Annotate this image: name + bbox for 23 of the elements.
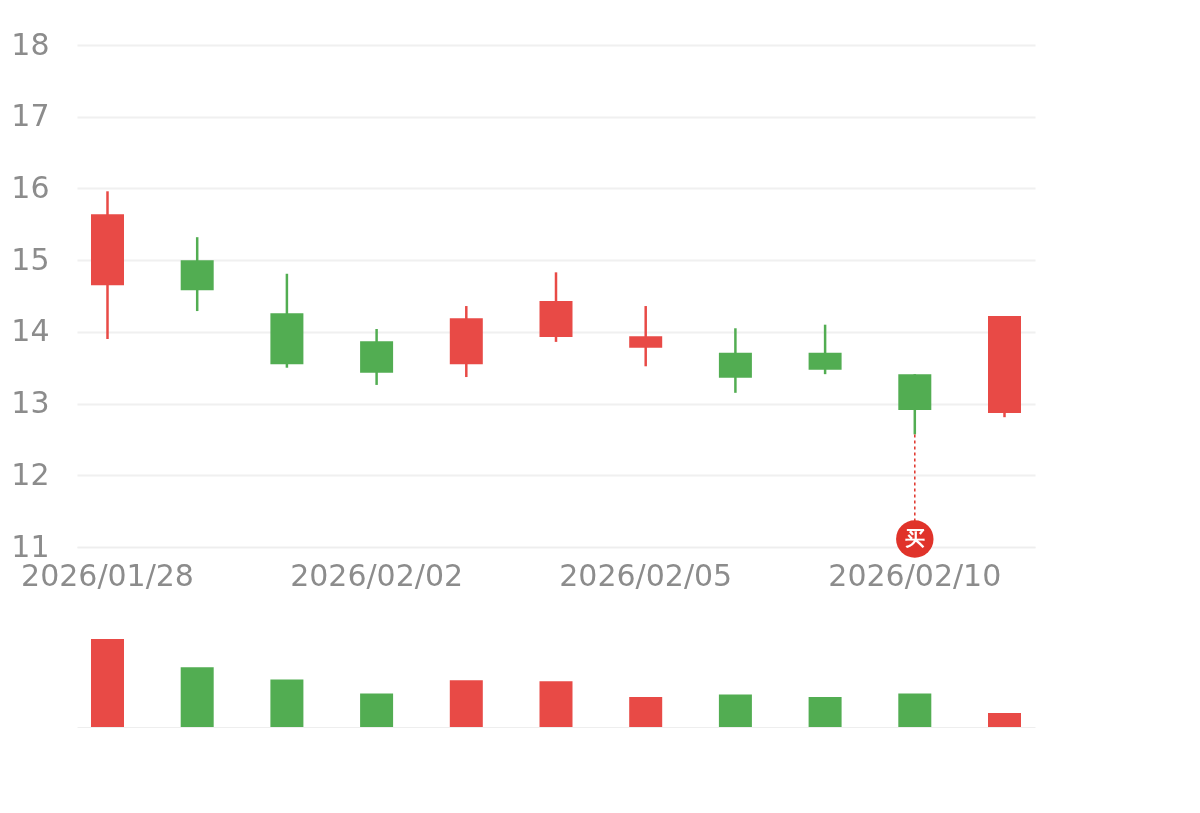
bar xyxy=(91,639,124,727)
bar xyxy=(988,712,1021,727)
y-tick-label: 12 xyxy=(11,456,50,492)
bar xyxy=(270,679,304,727)
annotation: 买 xyxy=(904,526,925,550)
bar xyxy=(180,667,214,727)
y-tick-label: 14 xyxy=(11,313,50,349)
bar xyxy=(629,697,663,727)
bar xyxy=(449,680,483,727)
x-tick-label: 2026/02/02 xyxy=(290,557,464,593)
bar xyxy=(539,681,573,727)
bar xyxy=(718,694,752,727)
x-tick-label: 2026/02/05 xyxy=(559,557,733,593)
y-tick-label: 16 xyxy=(11,169,50,205)
bar xyxy=(808,697,842,727)
x-tick-label: 2026/02/10 xyxy=(828,557,1002,593)
candlestick xyxy=(629,304,663,368)
bar xyxy=(360,693,394,727)
y-tick-label: 13 xyxy=(11,385,50,421)
bar xyxy=(898,693,932,727)
y-tick-label: 18 xyxy=(11,26,50,62)
y-tick-label: 17 xyxy=(11,98,50,134)
y-tick-label: 15 xyxy=(11,241,50,277)
